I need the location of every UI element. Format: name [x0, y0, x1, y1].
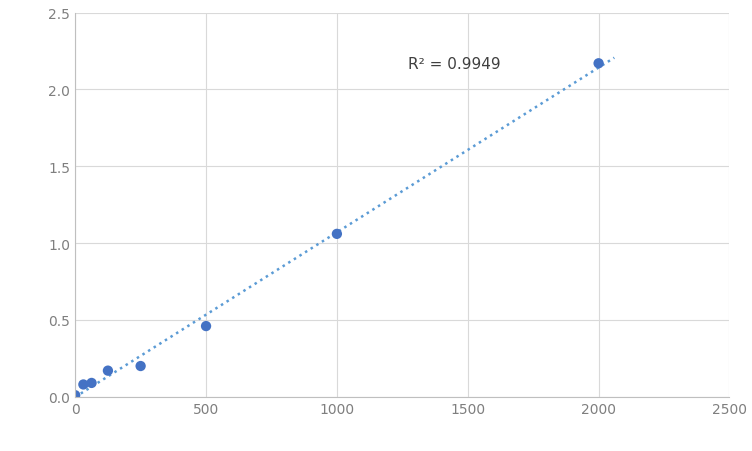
Point — [331, 231, 343, 238]
Point — [200, 323, 212, 330]
Point — [77, 381, 89, 388]
Point — [593, 60, 605, 68]
Point — [102, 367, 114, 374]
Text: R² = 0.9949: R² = 0.9949 — [408, 56, 500, 71]
Point — [86, 379, 98, 387]
Point — [69, 392, 81, 399]
Point — [135, 363, 147, 370]
